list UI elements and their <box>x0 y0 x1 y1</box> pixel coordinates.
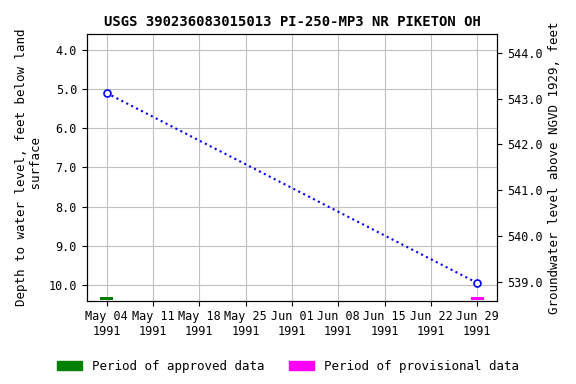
Bar <box>471 297 484 300</box>
Legend: Period of approved data, Period of provisional data: Period of approved data, Period of provi… <box>52 355 524 378</box>
Bar <box>100 297 113 300</box>
Title: USGS 390236083015013 PI-250-MP3 NR PIKETON OH: USGS 390236083015013 PI-250-MP3 NR PIKET… <box>104 15 480 29</box>
Y-axis label: Groundwater level above NGVD 1929, feet: Groundwater level above NGVD 1929, feet <box>548 21 561 314</box>
Y-axis label: Depth to water level, feet below land
 surface: Depth to water level, feet below land su… <box>15 29 43 306</box>
